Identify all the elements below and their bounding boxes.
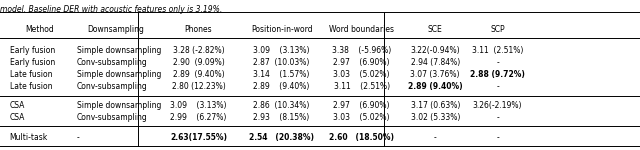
Text: -: - xyxy=(496,113,499,122)
Text: Simple downsampling: Simple downsampling xyxy=(77,46,161,55)
Text: 2.88 (9.72%): 2.88 (9.72%) xyxy=(470,70,525,79)
Text: 2.89  (9.40%): 2.89 (9.40%) xyxy=(173,70,224,79)
Text: Downsampling: Downsampling xyxy=(87,26,143,34)
Text: Simple downsampling: Simple downsampling xyxy=(77,70,161,79)
Text: CSA: CSA xyxy=(10,101,25,110)
Text: 3.11  (2.51%): 3.11 (2.51%) xyxy=(472,46,524,55)
Text: Simple downsampling: Simple downsampling xyxy=(77,101,161,110)
Text: Conv-subsampling: Conv-subsampling xyxy=(77,82,148,91)
Text: 2.90  (9.09%): 2.90 (9.09%) xyxy=(173,58,224,67)
Text: 2.97    (6.90%): 2.97 (6.90%) xyxy=(333,101,390,110)
Text: Method: Method xyxy=(26,26,54,34)
Text: CSA: CSA xyxy=(10,113,25,122)
Text: Phones: Phones xyxy=(184,26,212,34)
Text: 2.60   (18.50%): 2.60 (18.50%) xyxy=(329,133,394,142)
Text: 3.07 (3.76%): 3.07 (3.76%) xyxy=(410,70,460,79)
Text: -: - xyxy=(496,133,499,142)
Text: -: - xyxy=(434,133,436,142)
Text: 3.03    (5.02%): 3.03 (5.02%) xyxy=(333,70,390,79)
Text: -: - xyxy=(496,82,499,91)
Text: Early fusion: Early fusion xyxy=(10,46,55,55)
Text: Position-in-word: Position-in-word xyxy=(251,26,312,34)
Text: -: - xyxy=(77,133,79,142)
Text: 2.93    (8.15%): 2.93 (8.15%) xyxy=(253,113,310,122)
Text: 3.11    (2.51%): 3.11 (2.51%) xyxy=(333,82,390,91)
Text: 3.28 (-2.82%): 3.28 (-2.82%) xyxy=(173,46,224,55)
Text: 2.54   (20.38%): 2.54 (20.38%) xyxy=(249,133,314,142)
Text: 3.38    (-5.96%): 3.38 (-5.96%) xyxy=(332,46,391,55)
Text: Multi-task: Multi-task xyxy=(10,133,48,142)
Text: 3.22(-0.94%): 3.22(-0.94%) xyxy=(410,46,460,55)
Text: 3.09    (3.13%): 3.09 (3.13%) xyxy=(170,101,227,110)
Text: -: - xyxy=(496,58,499,67)
Text: 3.26(-2.19%): 3.26(-2.19%) xyxy=(473,101,522,110)
Text: 2.87  (10.03%): 2.87 (10.03%) xyxy=(253,58,310,67)
Text: SCP: SCP xyxy=(490,26,505,34)
Text: 2.94 (7.84%): 2.94 (7.84%) xyxy=(411,58,460,67)
Text: 3.03    (5.02%): 3.03 (5.02%) xyxy=(333,113,390,122)
Text: SCE: SCE xyxy=(428,26,443,34)
Text: Word boundaries: Word boundaries xyxy=(329,26,394,34)
Text: 2.63(17.55%): 2.63(17.55%) xyxy=(170,133,227,142)
Text: 3.17 (0.63%): 3.17 (0.63%) xyxy=(410,101,460,110)
Text: Late fusion: Late fusion xyxy=(10,70,52,79)
Text: 3.09    (3.13%): 3.09 (3.13%) xyxy=(253,46,310,55)
Text: Conv-subsampling: Conv-subsampling xyxy=(77,113,148,122)
Text: model. Baseline DER with acoustic features only is 3.19%.: model. Baseline DER with acoustic featur… xyxy=(0,4,222,14)
Text: 2.80 (12.23%): 2.80 (12.23%) xyxy=(172,82,225,91)
Text: 2.89 (9.40%): 2.89 (9.40%) xyxy=(408,82,463,91)
Text: 2.89    (9.40%): 2.89 (9.40%) xyxy=(253,82,310,91)
Text: 3.14    (1.57%): 3.14 (1.57%) xyxy=(253,70,310,79)
Text: Conv-subsampling: Conv-subsampling xyxy=(77,58,148,67)
Text: Late fusion: Late fusion xyxy=(10,82,52,91)
Text: 3.02 (5.33%): 3.02 (5.33%) xyxy=(410,113,460,122)
Text: 2.99    (6.27%): 2.99 (6.27%) xyxy=(170,113,227,122)
Text: 2.86  (10.34%): 2.86 (10.34%) xyxy=(253,101,310,110)
Text: 2.97    (6.90%): 2.97 (6.90%) xyxy=(333,58,390,67)
Text: Early fusion: Early fusion xyxy=(10,58,55,67)
